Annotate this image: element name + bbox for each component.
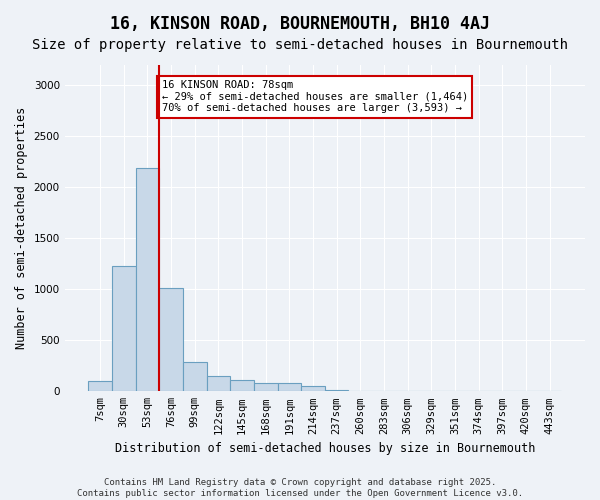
- Bar: [88, 381, 112, 392]
- Bar: [112, 266, 136, 392]
- X-axis label: Distribution of semi-detached houses by size in Bournemouth: Distribution of semi-detached houses by …: [115, 442, 535, 455]
- Text: 16, KINSON ROAD, BOURNEMOUTH, BH10 4AJ: 16, KINSON ROAD, BOURNEMOUTH, BH10 4AJ: [110, 15, 490, 33]
- Bar: [301, 386, 325, 392]
- Bar: [136, 168, 159, 392]
- Bar: [183, 362, 206, 392]
- Text: Contains HM Land Registry data © Crown copyright and database right 2025.
Contai: Contains HM Land Registry data © Crown c…: [77, 478, 523, 498]
- Bar: [278, 383, 301, 392]
- Bar: [230, 380, 254, 392]
- Bar: [254, 383, 278, 392]
- Bar: [325, 390, 349, 392]
- Bar: [159, 288, 183, 392]
- Bar: [206, 376, 230, 392]
- Bar: [349, 391, 372, 392]
- Text: 16 KINSON ROAD: 78sqm
← 29% of semi-detached houses are smaller (1,464)
70% of s: 16 KINSON ROAD: 78sqm ← 29% of semi-deta…: [161, 80, 468, 114]
- Text: Size of property relative to semi-detached houses in Bournemouth: Size of property relative to semi-detach…: [32, 38, 568, 52]
- Y-axis label: Number of semi-detached properties: Number of semi-detached properties: [15, 107, 28, 350]
